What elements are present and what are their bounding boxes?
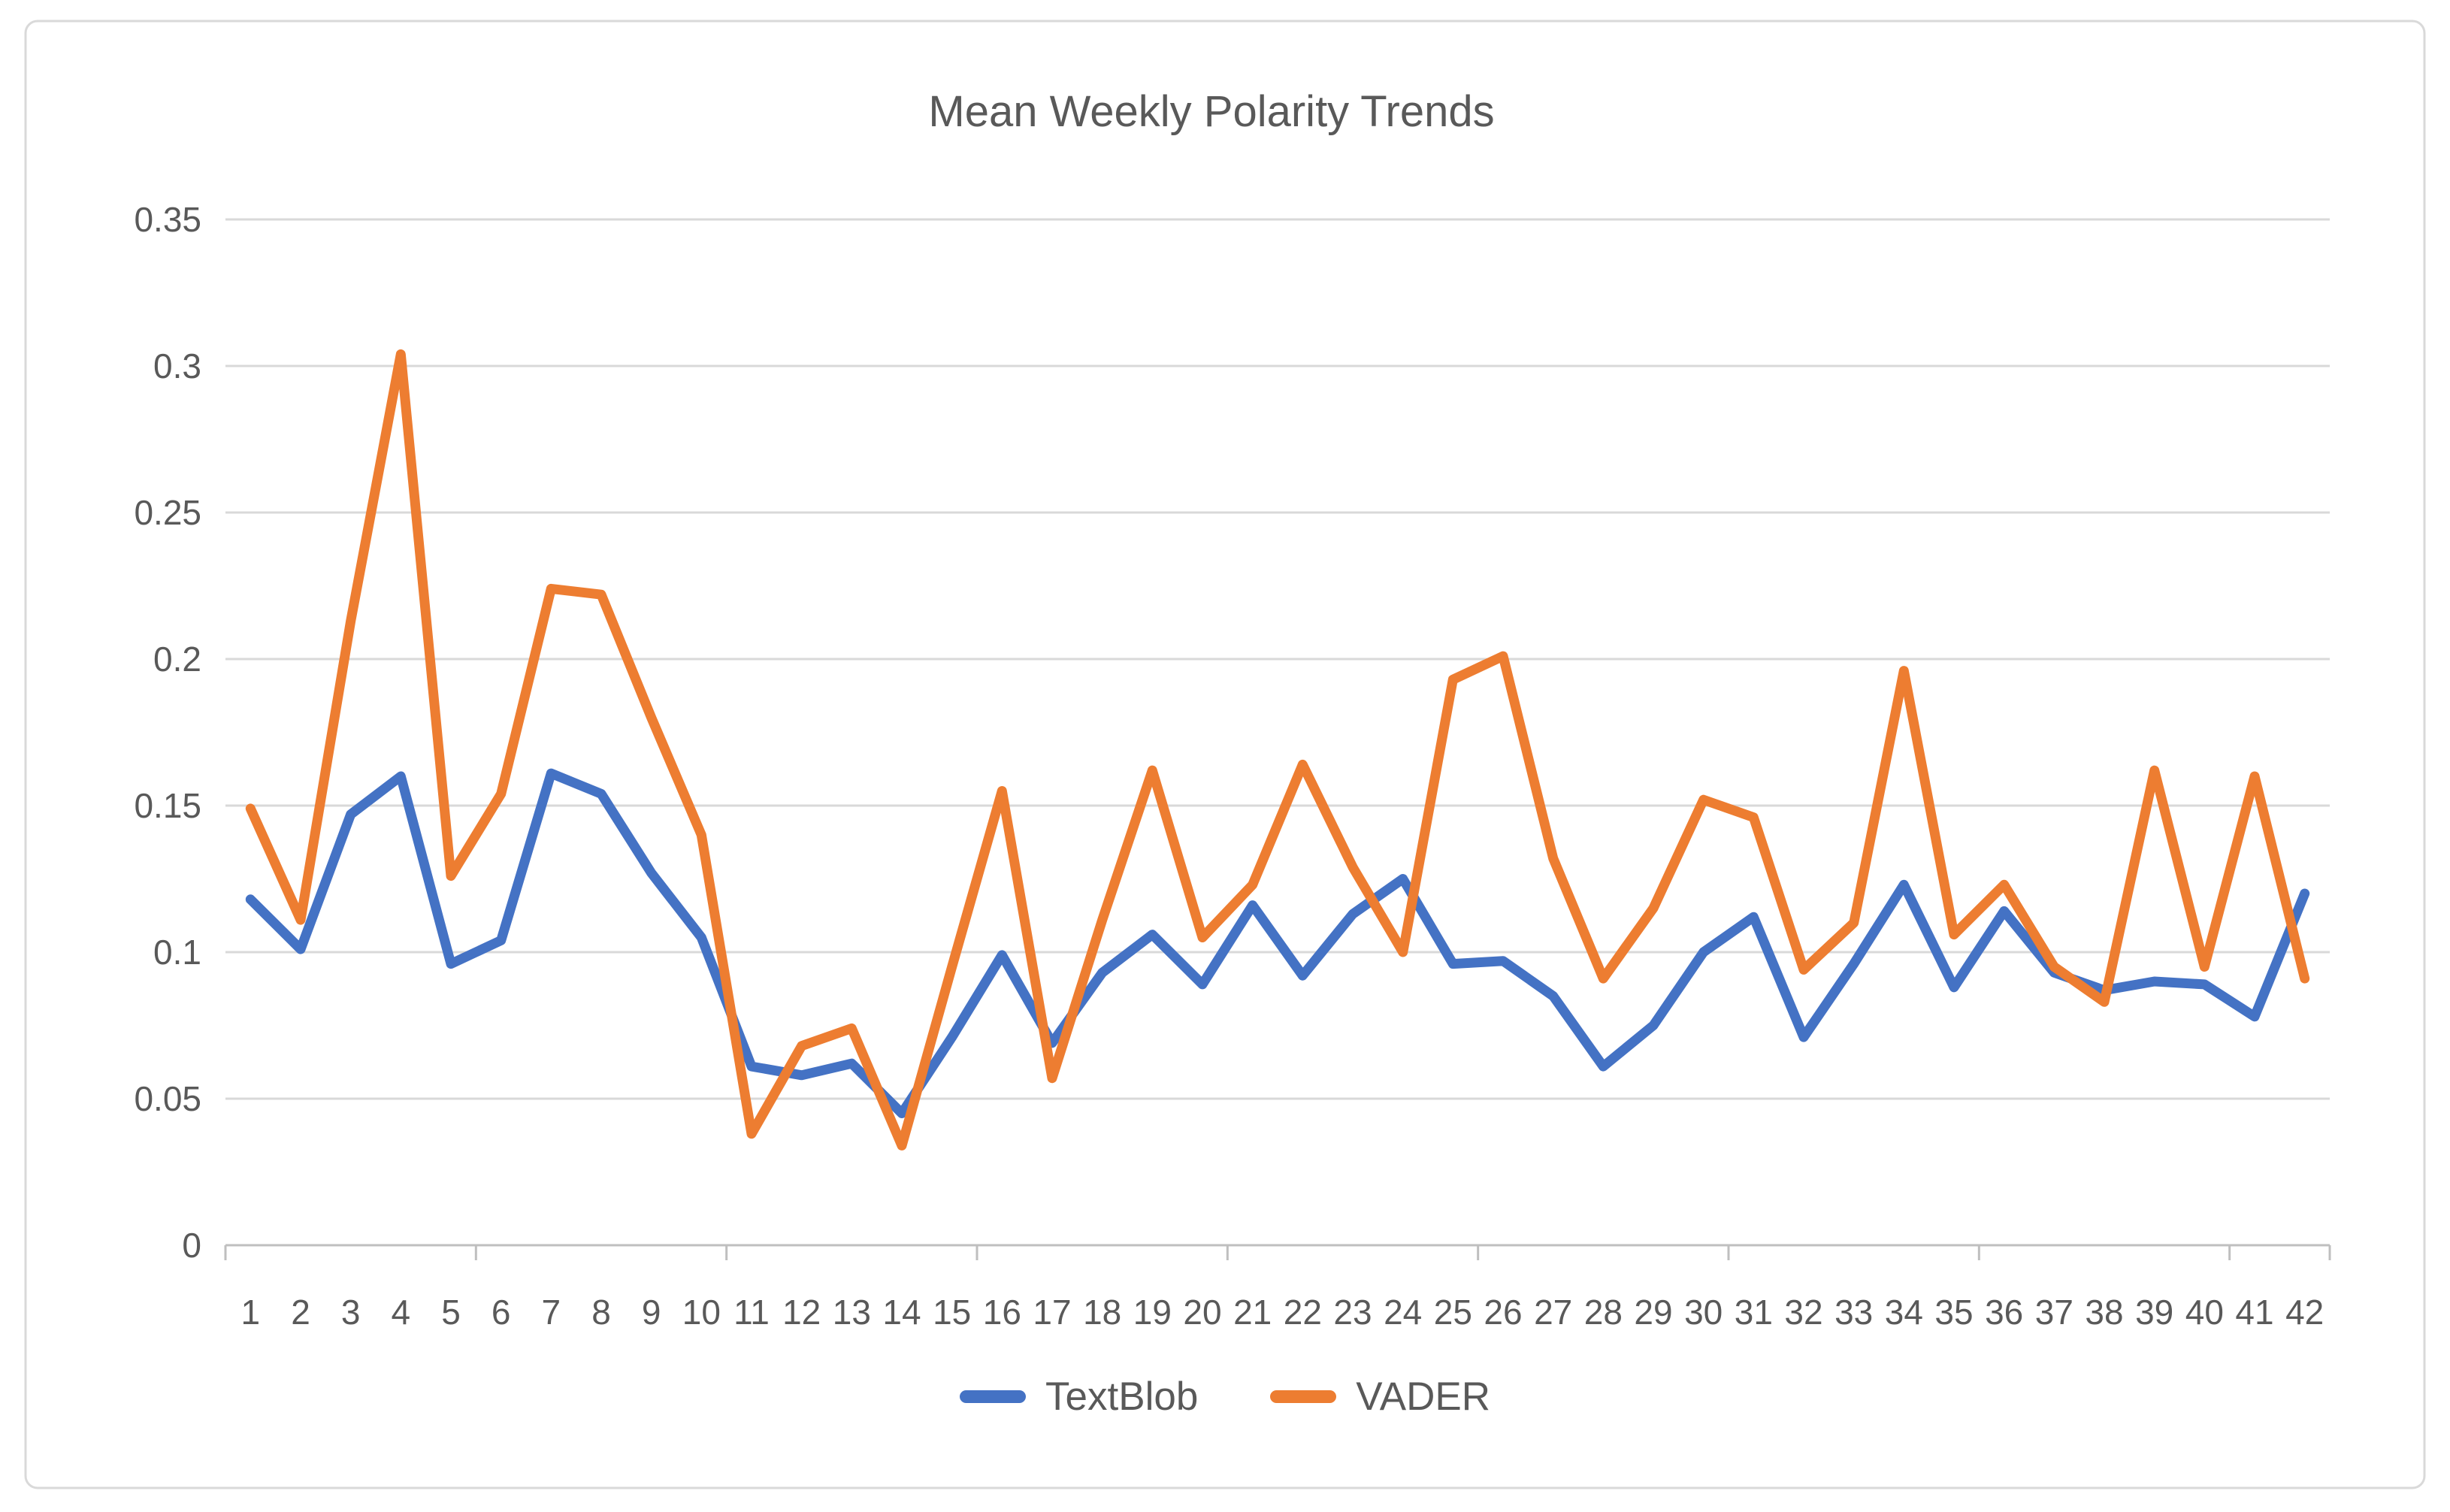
x-tick-label: 32 <box>1784 1293 1822 1332</box>
textblob-line-swatch-icon <box>960 1390 1027 1403</box>
x-tick-label: 1 <box>241 1293 261 1332</box>
x-tick-label: 14 <box>882 1293 921 1332</box>
x-tick-label: 11 <box>733 1293 770 1332</box>
x-tick-label: 3 <box>341 1293 361 1332</box>
legend-item-textblob: TextBlob <box>960 1377 1198 1417</box>
x-tick-label: 24 <box>1384 1293 1422 1332</box>
x-tick-label: 15 <box>933 1293 971 1332</box>
y-axis-labels: 0 0.05 0.1 0.15 0.2 0.25 0.3 0.35 <box>134 200 201 1265</box>
y-tick-label: 0.35 <box>134 200 201 239</box>
x-tick-label: 31 <box>1735 1293 1773 1332</box>
x-axis <box>224 1244 2331 1260</box>
x-tick-label: 38 <box>2085 1293 2123 1332</box>
x-tick-label: 33 <box>1834 1293 1873 1332</box>
x-tick-label: 25 <box>1434 1293 1472 1332</box>
x-tick-label: 5 <box>441 1293 461 1332</box>
y-tick-label: 0.15 <box>134 786 201 825</box>
x-tick-label: 20 <box>1183 1293 1221 1332</box>
y-tick-label: 0.1 <box>153 933 201 972</box>
y-tick-label: 0.3 <box>153 346 201 386</box>
x-tick-label: 26 <box>1484 1293 1522 1332</box>
x-tick-label: 12 <box>782 1293 821 1332</box>
x-tick-label: 22 <box>1284 1293 1322 1332</box>
chart-border <box>24 20 2426 1489</box>
chart-title: Mean Weekly Polarity Trends <box>928 87 1494 136</box>
x-tick-label: 29 <box>1634 1293 1672 1332</box>
x-axis-labels: 1 2 3 4 5 6 7 8 9 10 11 12 13 14 15 16 17 18 19 20 21 22 23 24 2… <box>241 1293 2324 1332</box>
x-tick-label: 18 <box>1083 1293 1121 1332</box>
data-series <box>245 349 2310 1151</box>
x-tick-label: 21 <box>1233 1293 1272 1332</box>
x-tick-label: 40 <box>2185 1293 2224 1332</box>
x-tick-label: 17 <box>1033 1293 1071 1332</box>
series-line-textblob <box>245 768 2310 1118</box>
x-tick-label: 28 <box>1584 1293 1623 1332</box>
x-tick-label: 41 <box>2235 1293 2273 1332</box>
legend-item-vader: VADER <box>1270 1377 1490 1417</box>
y-tick-label: 0.2 <box>153 640 201 679</box>
x-tick-label: 9 <box>642 1293 661 1332</box>
x-tick-label: 35 <box>1934 1293 1973 1332</box>
x-tick-label: 7 <box>542 1293 561 1332</box>
legend-label-vader: VADER <box>1356 1374 1490 1419</box>
x-tick-label: 16 <box>983 1293 1021 1332</box>
x-tick-label: 4 <box>392 1293 411 1332</box>
x-tick-label: 36 <box>1985 1293 2023 1332</box>
x-tick-label: 6 <box>492 1293 511 1332</box>
series-line-vader <box>245 349 2310 1151</box>
x-tick-label: 42 <box>2285 1293 2324 1332</box>
y-tick-label: 0.25 <box>134 493 201 532</box>
x-tick-label: 37 <box>2035 1293 2073 1332</box>
x-tick-label: 34 <box>1885 1293 1923 1332</box>
x-tick-label: 27 <box>1534 1293 1572 1332</box>
x-tick-label: 2 <box>291 1293 310 1332</box>
legend: TextBlob VADER <box>0 1377 2450 1417</box>
y-tick-label: 0 <box>182 1226 201 1265</box>
gridlines <box>225 218 2330 1100</box>
x-tick-label: 13 <box>833 1293 871 1332</box>
y-tick-label: 0.05 <box>134 1079 201 1118</box>
x-tick-label: 10 <box>682 1293 721 1332</box>
legend-label-textblob: TextBlob <box>1045 1374 1199 1419</box>
x-tick-label: 19 <box>1133 1293 1172 1332</box>
vader-line-swatch-icon <box>1270 1390 1337 1403</box>
x-tick-label: 39 <box>2135 1293 2173 1332</box>
x-tick-label: 8 <box>591 1293 611 1332</box>
x-tick-label: 30 <box>1684 1293 1723 1332</box>
x-tick-label: 23 <box>1333 1293 1372 1332</box>
